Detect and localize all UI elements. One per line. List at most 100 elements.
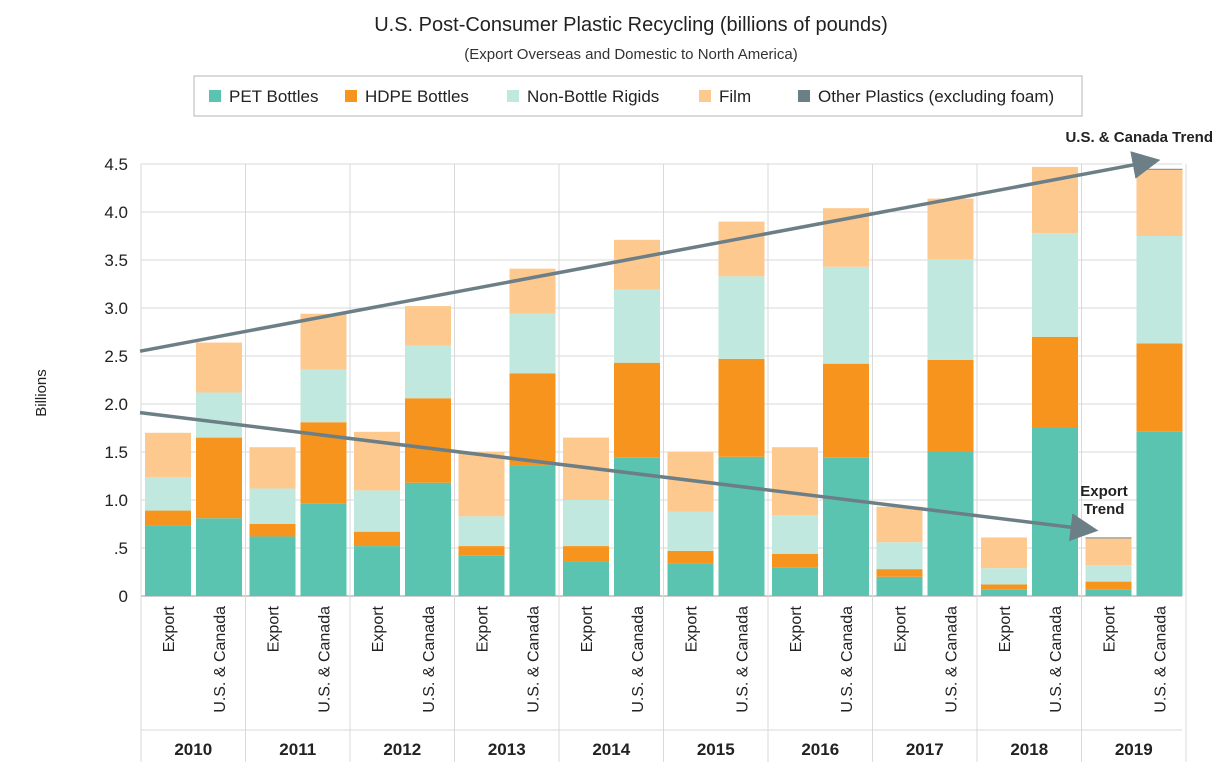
- annotation-0-line-0: U.S. & Canada Trend: [1065, 129, 1213, 146]
- legend-swatch-4: [798, 90, 810, 102]
- bar-segment-19-1: [1136, 343, 1183, 432]
- bar-segment-15-3: [927, 198, 974, 260]
- bar-label-4: Export: [370, 605, 387, 652]
- bar-segment-5-2: [405, 345, 451, 399]
- bar-segment-15-0: [927, 451, 974, 596]
- bar-segment-19-0: [1136, 431, 1183, 596]
- y-tick-label-9: 4.5: [104, 155, 128, 174]
- bar-segment-3-2: [300, 369, 347, 423]
- bar-segment-1-2: [196, 392, 242, 438]
- legend-label-4: Other Plastics (excluding foam): [818, 87, 1054, 106]
- year-label-6: 2016: [801, 740, 839, 759]
- y-tick-label-4: 2.0: [104, 395, 128, 414]
- legend-swatch-0: [209, 90, 221, 102]
- bar-segment-16-3: [981, 537, 1027, 569]
- y-axis-label: Billions: [33, 369, 50, 417]
- bar-segment-16-2: [981, 568, 1027, 585]
- bar-segment-13-0: [823, 457, 869, 596]
- bar-segment-13-1: [823, 363, 869, 458]
- bar-segment-19-2: [1136, 236, 1183, 344]
- bar-segment-1-0: [196, 518, 242, 596]
- bar-label-14: Export: [893, 605, 910, 652]
- bar-segment-6-0: [458, 555, 505, 596]
- bar-segment-9-3: [614, 239, 660, 290]
- y-tick-label-5: 2.5: [104, 347, 128, 366]
- bar-segment-14-1: [876, 569, 923, 577]
- bar-segment-15-1: [927, 359, 974, 452]
- y-tick-label-6: 3.0: [104, 299, 128, 318]
- bar-segment-16-1: [981, 584, 1027, 590]
- bar-label-7: U.S. & Canada: [526, 606, 543, 713]
- legend-label-2: Non-Bottle Rigids: [527, 87, 659, 106]
- bar-segment-19-3: [1136, 169, 1183, 236]
- bar-segment-17-0: [1032, 428, 1078, 596]
- y-tick-label-2: 1.0: [104, 491, 128, 510]
- chart-title: U.S. Post-Consumer Plastic Recycling (bi…: [374, 14, 888, 36]
- bar-segment-11-0: [718, 456, 765, 596]
- bar-segment-5-3: [405, 306, 451, 346]
- bar-segment-13-2: [823, 266, 869, 364]
- year-label-5: 2015: [697, 740, 735, 759]
- bar-label-15: U.S. & Canada: [944, 606, 961, 713]
- y-tick-label-0: 0: [119, 587, 128, 606]
- bar-segment-6-3: [458, 452, 505, 517]
- bar-label-17: U.S. & Canada: [1048, 606, 1065, 713]
- bar-segment-18-4: [1085, 537, 1132, 539]
- legend-label-0: PET Bottles: [229, 87, 318, 106]
- bar-segment-17-2: [1032, 233, 1078, 337]
- bar-segment-7-0: [509, 465, 556, 596]
- bar-segment-12-2: [772, 515, 818, 554]
- bar-segment-14-2: [876, 542, 923, 570]
- bar-segment-0-2: [145, 476, 191, 511]
- bar-label-3: U.S. & Canada: [317, 606, 334, 713]
- bar-segment-14-3: [876, 506, 923, 543]
- bar-segment-0-1: [145, 510, 191, 526]
- bar-segment-18-0: [1085, 589, 1132, 596]
- bar-segment-3-0: [300, 503, 347, 596]
- bar-segment-8-1: [563, 546, 609, 562]
- bar-label-2: Export: [266, 605, 283, 652]
- bar-segment-6-2: [458, 516, 505, 547]
- legend-label-1: HDPE Bottles: [365, 87, 469, 106]
- bar-label-6: Export: [475, 605, 492, 652]
- bar-segment-1-1: [196, 437, 242, 519]
- bar-segment-14-0: [876, 576, 923, 596]
- year-label-8: 2018: [1010, 740, 1048, 759]
- bar-segment-10-0: [667, 563, 714, 596]
- chart-subtitle: (Export Overseas and Domestic to North A…: [464, 46, 797, 63]
- bar-segment-3-3: [300, 313, 347, 370]
- x-axis-categories: Export U.S. & Canada Export U.S. & Canada Ex…: [161, 605, 1170, 759]
- y-tick-label-7: 3.5: [104, 251, 128, 270]
- bar-segment-18-1: [1085, 581, 1132, 590]
- y-tick-label-8: 4.0: [104, 203, 128, 222]
- year-label-7: 2017: [906, 740, 944, 759]
- bar-segment-8-2: [563, 500, 609, 547]
- legend: PET Bottles HDPE Bottles Non-Bottle Rigids…: [193, 75, 1083, 117]
- bar-segment-6-1: [458, 546, 505, 556]
- bar-segment-11-3: [718, 221, 765, 277]
- bar-segment-18-3: [1085, 538, 1132, 566]
- bar-label-8: Export: [579, 605, 596, 652]
- bar-segment-4-0: [354, 546, 400, 596]
- bar-segment-11-2: [718, 276, 765, 359]
- year-label-1: 2011: [279, 740, 316, 759]
- bar-segment-12-3: [772, 447, 818, 516]
- year-label-0: 2010: [174, 740, 212, 759]
- bar-segment-5-0: [405, 482, 451, 596]
- y-tick-label-3: 1.5: [104, 443, 128, 462]
- bar-label-5: U.S. & Canada: [421, 606, 438, 713]
- bar-segment-2-2: [249, 488, 296, 524]
- bar-segment-12-0: [772, 567, 818, 596]
- bar-label-10: Export: [684, 605, 701, 652]
- bar-segment-16-0: [981, 589, 1027, 596]
- bar-segment-0-0: [145, 525, 191, 596]
- bar-segment-15-2: [927, 259, 974, 360]
- bar-segment-8-0: [563, 561, 609, 596]
- year-label-2: 2012: [383, 740, 421, 759]
- trend-arrow-1: [139, 410, 1099, 542]
- legend-box: [193, 75, 1083, 117]
- legend-swatch-2: [507, 90, 519, 102]
- bar-label-9: U.S. & Canada: [630, 606, 647, 713]
